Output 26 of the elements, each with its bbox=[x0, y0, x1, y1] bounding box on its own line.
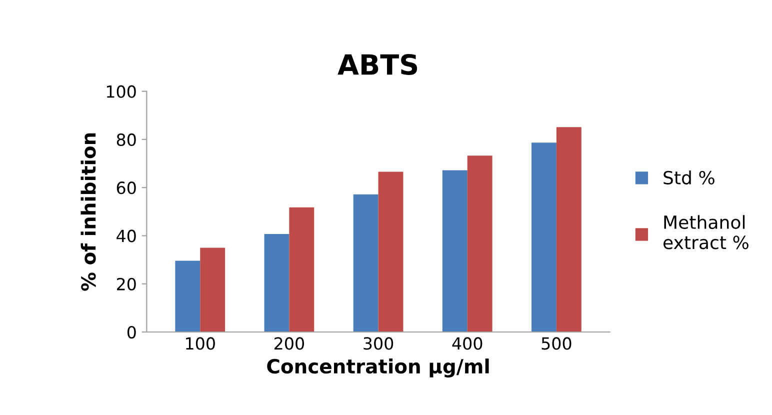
bar bbox=[442, 170, 468, 332]
x-tick-label: 200 bbox=[274, 337, 304, 350]
bar bbox=[264, 234, 290, 332]
bar bbox=[200, 248, 226, 332]
x-tick-label: 500 bbox=[542, 337, 572, 350]
bar bbox=[353, 194, 378, 332]
x-tick-label: 400 bbox=[452, 337, 482, 350]
y-tick-label: 40 bbox=[116, 230, 136, 242]
bar bbox=[556, 127, 582, 332]
y-tick-label: 100 bbox=[106, 85, 136, 98]
y-tick-label: 20 bbox=[116, 278, 136, 290]
legend-label: Methanol extract % bbox=[663, 215, 748, 250]
y-axis-title: % of inhibition bbox=[80, 133, 96, 291]
bar bbox=[378, 172, 404, 332]
bar bbox=[289, 207, 314, 332]
x-axis-title: Concentration µg/ml bbox=[267, 358, 489, 378]
bar bbox=[531, 142, 556, 332]
legend-label: Std % bbox=[664, 170, 714, 184]
bar bbox=[175, 260, 200, 332]
bar bbox=[467, 156, 492, 332]
y-tick-label: 80 bbox=[116, 133, 136, 146]
x-tick-label: 300 bbox=[364, 337, 394, 350]
x-tick-label: 100 bbox=[186, 337, 215, 350]
y-tick-label: 0 bbox=[127, 326, 136, 339]
y-tick-label: 60 bbox=[116, 182, 136, 194]
chart-title: ABTS bbox=[338, 54, 418, 76]
